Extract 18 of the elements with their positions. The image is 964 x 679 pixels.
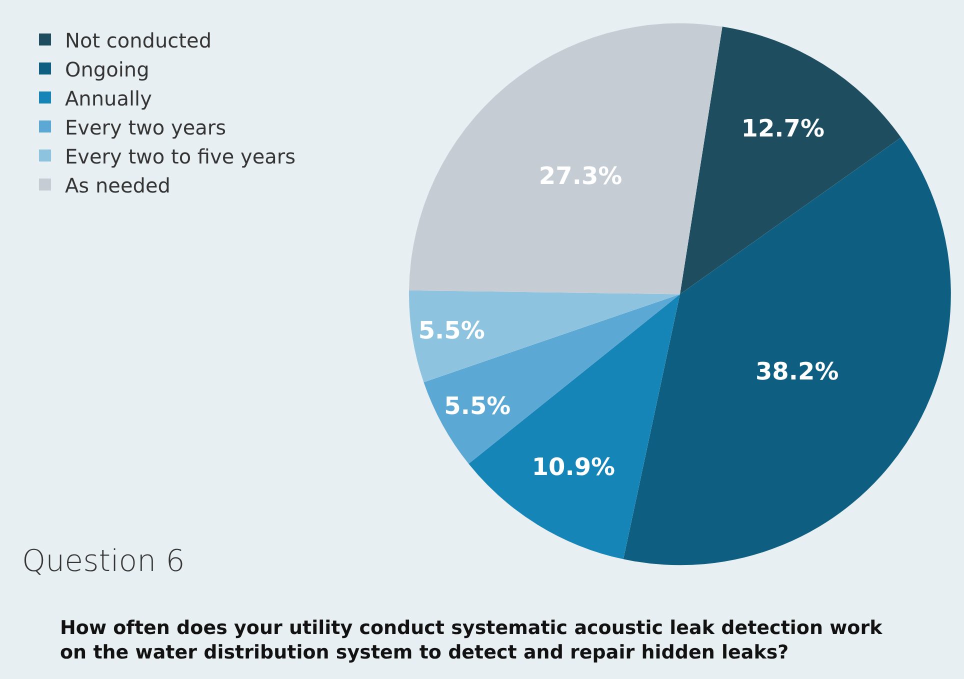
text: Question 6 <box>22 544 185 579</box>
pie-slice <box>680 26 902 294</box>
data-label: 5.5% <box>418 316 485 345</box>
pie-slice <box>409 23 722 294</box>
data-label: 27.3% <box>538 162 622 190</box>
pie-slice <box>623 138 951 565</box>
legend-label: Ongoing <box>65 57 150 82</box>
legend-label: Every two years <box>65 115 226 140</box>
legend-label: Not conducted <box>65 28 212 52</box>
legend-label: As needed <box>65 173 170 198</box>
legend-label: Annually <box>65 86 152 110</box>
data-label: 5.5% <box>444 392 511 420</box>
data-label: 10.9% <box>532 452 616 481</box>
pie-slice <box>409 290 680 382</box>
data-label: 38.2% <box>755 357 839 386</box>
text: How often does your utility conduct systematic acoustic leak detection work on the water distribution system to detect and repair hidden leaks? <box>60 617 883 664</box>
data-label: 12.7% <box>741 114 825 142</box>
legend-label: Every two to five years <box>65 144 296 168</box>
